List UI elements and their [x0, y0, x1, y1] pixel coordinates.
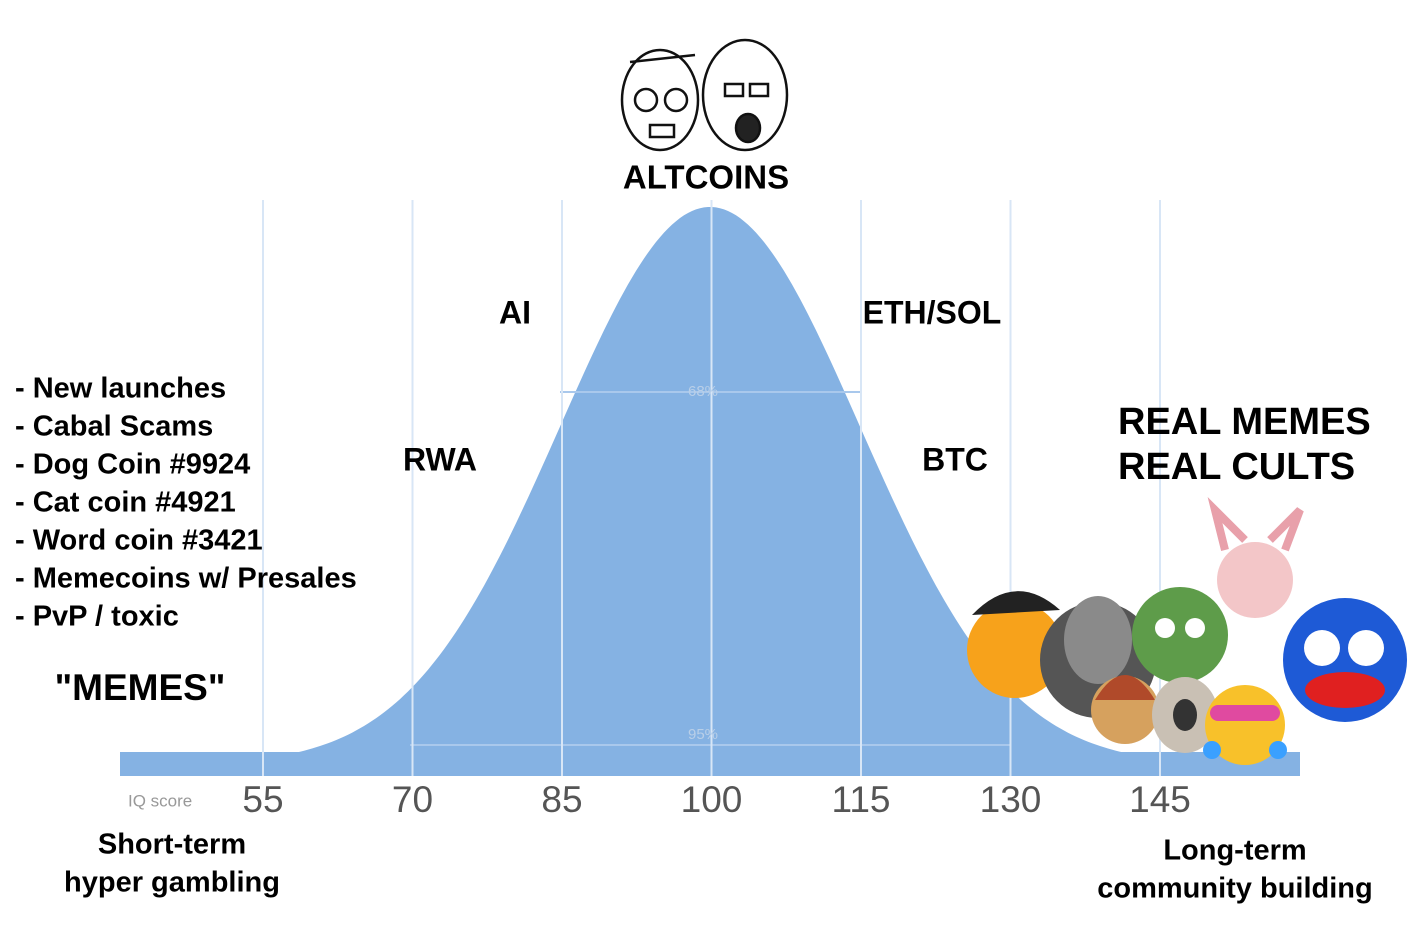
band-label: 68%	[688, 383, 718, 400]
tick-label: 145	[1129, 779, 1191, 820]
title: ALTCOINS	[623, 159, 789, 196]
label: RWA	[403, 441, 477, 477]
right-label: REAL MEMES	[1118, 401, 1371, 443]
curve-area	[120, 207, 1300, 765]
right-label: REAL CULTS	[1118, 446, 1355, 488]
tick-label: 115	[832, 779, 891, 820]
list-item: - Word coin #3421	[15, 525, 263, 557]
meme-collage	[967, 496, 1407, 765]
curve-base	[120, 752, 1300, 776]
label: ETH/SOL	[863, 294, 1002, 330]
tick-label: 55	[242, 779, 283, 820]
left-label: "MEMES"	[55, 667, 226, 708]
bell-curve	[120, 200, 1300, 776]
left-list: - New launches - Cabal Scams - Dog Coin #9…	[15, 373, 357, 633]
axis-label: IQ score	[128, 791, 192, 810]
list-item: - Cabal Scams	[15, 411, 213, 443]
list-item: - PvP / toxic	[15, 601, 179, 633]
axis-ticks: 55 70 85 100 115 130 145	[242, 779, 1190, 820]
tick-label: 130	[980, 779, 1042, 820]
list-item: - Cat coin #4921	[15, 487, 236, 519]
caption: Short-term	[98, 829, 246, 861]
tick-label: 85	[541, 779, 582, 820]
list-item: - Memecoins w/ Presales	[15, 563, 357, 595]
list-item: - New launches	[15, 373, 226, 405]
band-label: 95%	[688, 726, 718, 743]
tick-label: 100	[681, 779, 743, 820]
caption: community building	[1097, 873, 1373, 905]
label: BTC	[922, 441, 988, 477]
wojak-faces	[620, 38, 789, 152]
caption: Long-term	[1163, 835, 1306, 867]
list-item: - Dog Coin #9924	[15, 449, 250, 481]
caption: hyper gambling	[64, 867, 280, 899]
tick-label: 70	[392, 779, 433, 820]
label: AI	[499, 294, 531, 330]
